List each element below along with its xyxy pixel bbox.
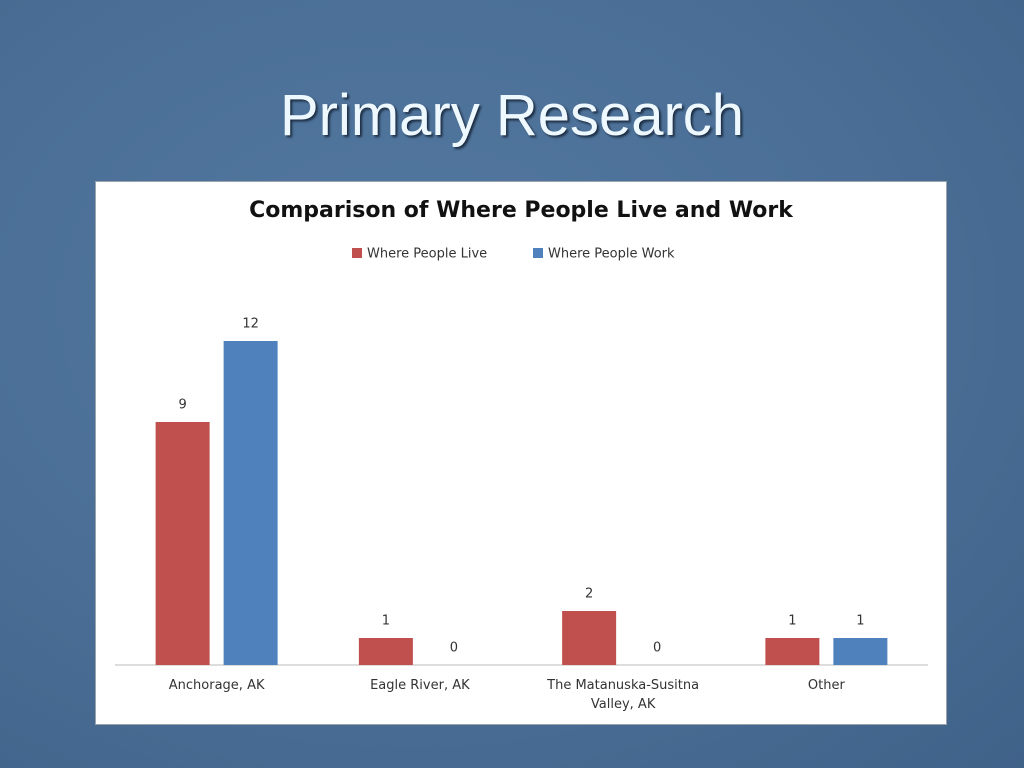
bar bbox=[562, 611, 617, 665]
x-tick-label: Other bbox=[807, 678, 845, 693]
legend-swatch bbox=[533, 248, 543, 258]
bar bbox=[223, 341, 278, 665]
data-label: 1 bbox=[856, 614, 864, 629]
data-label: 1 bbox=[788, 614, 796, 629]
data-label: 12 bbox=[242, 317, 259, 332]
data-label: 0 bbox=[450, 641, 458, 656]
x-tick-label: Eagle River, AK bbox=[370, 678, 470, 693]
slide-title: Primary Research bbox=[279, 83, 745, 148]
data-label: 2 bbox=[585, 587, 593, 602]
bar bbox=[833, 638, 888, 665]
legend-label: Where People Work bbox=[548, 247, 675, 262]
data-label: 0 bbox=[653, 641, 661, 656]
data-label: 1 bbox=[382, 614, 390, 629]
x-tick-label: The Matanuska-Susitna Valley, AK bbox=[547, 678, 700, 712]
x-tick-label: Anchorage, AK bbox=[168, 678, 265, 693]
bar bbox=[765, 638, 820, 665]
bar bbox=[155, 422, 210, 665]
legend-label: Where People Live bbox=[367, 247, 487, 262]
bar bbox=[358, 638, 413, 665]
chart-title: Comparison of Where People Live and Work bbox=[249, 198, 794, 223]
legend-swatch bbox=[352, 248, 362, 258]
data-label: 9 bbox=[178, 398, 186, 413]
